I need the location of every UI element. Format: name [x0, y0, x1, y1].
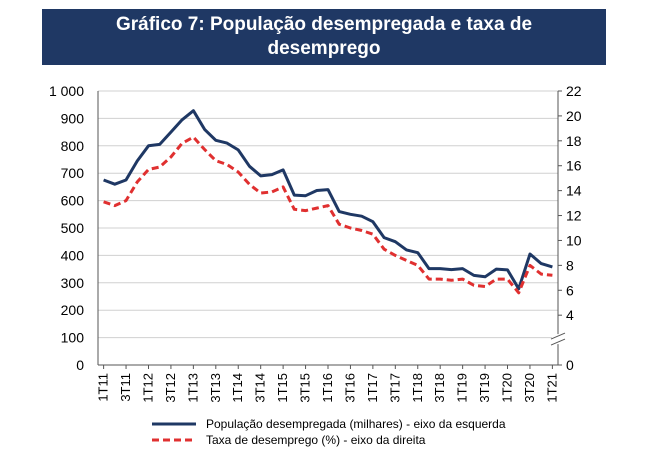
legend-label: Taxa de desemprego (%) - eixo da direita [206, 433, 426, 447]
x-tick-label: 3T15 [298, 373, 313, 403]
y-left-tick-label: 200 [61, 302, 85, 318]
axis-break-gap [552, 334, 564, 345]
x-tick-label: 3T18 [432, 373, 447, 403]
x-tick-label: 3T16 [342, 373, 357, 403]
unemployed-population-line [103, 109, 553, 291]
x-tick-label: 1T17 [365, 373, 380, 403]
y-left-tick-label: 100 [61, 330, 85, 346]
y-right-tick-label: 0 [566, 357, 574, 373]
x-tick-label: 1T12 [140, 373, 155, 403]
x-tick-label: 1T15 [275, 373, 290, 403]
y-left-tick-label: 400 [61, 247, 85, 263]
y-right-tick-label: 10 [566, 232, 582, 248]
legend: População desempregada (milhares) - eixo… [152, 417, 506, 447]
y-right-tick-label: 20 [566, 108, 582, 124]
y-right-tick-label: 18 [566, 133, 582, 149]
x-tick-label: 3T12 [163, 373, 178, 403]
y-left-tick-label: 800 [61, 138, 85, 154]
y-right-tick-label: 6 [566, 282, 574, 298]
y-left-tick-label: 700 [61, 165, 85, 181]
chart-title: Gráfico 7: População desempregada e taxa… [115, 14, 533, 59]
x-tick-label: 1T16 [320, 373, 335, 403]
y-right-tick-label: 4 [566, 307, 574, 323]
unemployment-rate-line [103, 135, 553, 295]
y-right-tick-label: 8 [566, 257, 574, 273]
y-left-tick-label: 900 [61, 110, 85, 126]
axis-break-mark [550, 332, 566, 340]
y-left-tick-label: 300 [61, 275, 85, 291]
x-tick-label: 3T11 [118, 373, 133, 402]
x-tick-label: 1T13 [185, 373, 200, 403]
y-left-tick-label: 500 [61, 220, 85, 236]
x-tick-label: 1T18 [410, 373, 425, 403]
x-tick-label: 1T19 [455, 373, 470, 403]
x-tick-label: 1T14 [230, 373, 245, 403]
axes: 0 100 200 300 400 500 600 700 800 900 1 000 0 4 6 8 10 1… [49, 83, 582, 403]
y-right-tick-label: 16 [566, 158, 582, 174]
x-tick-label: 3T20 [522, 373, 537, 403]
x-tick-label: 3T14 [253, 373, 268, 403]
y-right-tick-label: 12 [566, 208, 582, 224]
y-right-tick-label: 14 [566, 183, 582, 199]
x-tick-label: 1T20 [500, 373, 515, 403]
chart-title-bar: Gráfico 7: População desempregada e taxa… [42, 9, 606, 65]
x-tick-label: 1T21 [544, 373, 559, 403]
axis-break-mark [550, 338, 566, 346]
grid [98, 90, 558, 339]
y-left-tick-label: 0 [76, 357, 84, 373]
y-right-tick-label: 22 [566, 83, 582, 99]
x-tick-label: 1T11 [96, 373, 111, 402]
x-tick-label: 3T17 [387, 373, 402, 403]
x-tick-label: 3T13 [208, 373, 223, 403]
legend-label: População desempregada (milhares) - eixo… [206, 417, 506, 431]
y-left-tick-label: 600 [61, 193, 85, 209]
y-left-tick-label: 1 000 [49, 83, 84, 99]
series [103, 109, 553, 295]
x-tick-label: 3T19 [477, 373, 492, 403]
